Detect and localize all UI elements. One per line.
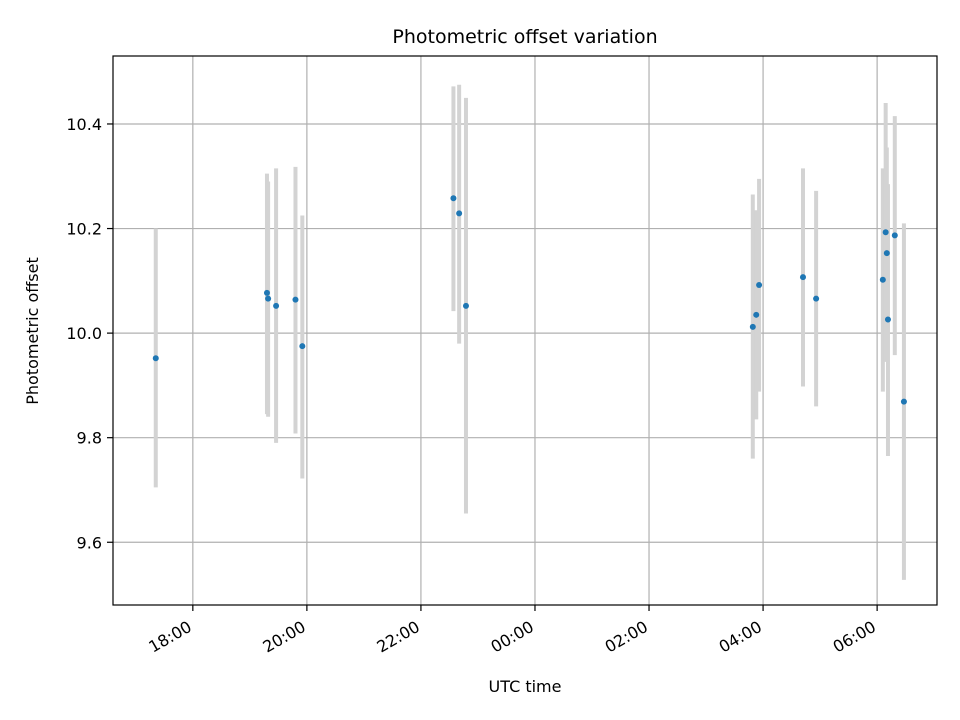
data-point xyxy=(263,289,270,296)
data-point xyxy=(813,295,820,302)
data-point xyxy=(799,274,806,281)
data-point xyxy=(456,210,463,217)
data-point xyxy=(900,398,907,405)
plot-frame xyxy=(112,55,938,606)
data-point xyxy=(883,250,890,257)
data-point xyxy=(891,232,898,239)
data-point xyxy=(265,295,272,302)
data-point xyxy=(450,195,457,202)
data-point xyxy=(299,343,306,350)
data-point xyxy=(292,296,299,303)
data-point xyxy=(152,355,159,362)
data-point xyxy=(273,302,280,309)
data-point xyxy=(882,229,889,236)
y-tick-label: 10.0 xyxy=(66,324,102,343)
y-tick-label: 9.8 xyxy=(77,429,102,448)
data-point xyxy=(879,276,886,283)
y-axis-label: Photometric offset xyxy=(23,257,42,405)
data-point xyxy=(756,282,763,289)
data-point xyxy=(884,316,891,323)
data-points xyxy=(152,195,907,405)
data-point xyxy=(753,311,760,318)
y-axis-ticks: 9.6 9.8 10.0 10.2 10.4 xyxy=(66,115,113,552)
y-tick-label: 9.6 xyxy=(77,533,102,552)
y-tick-label: 10.4 xyxy=(66,115,102,134)
y-tick-label: 10.2 xyxy=(66,220,102,239)
data-point xyxy=(462,302,469,309)
x-axis-label: UTC time xyxy=(489,677,562,696)
grid xyxy=(113,56,937,605)
data-point xyxy=(749,323,756,330)
chart-title: Photometric offset variation xyxy=(392,26,657,48)
